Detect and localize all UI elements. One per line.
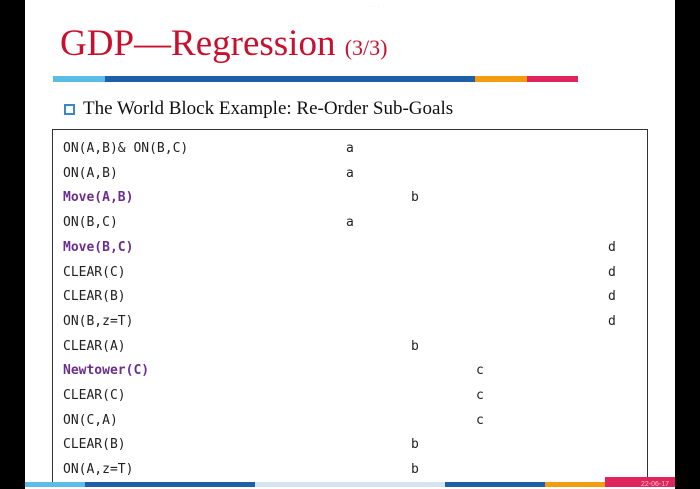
goal-label: ON(C,A) (63, 412, 118, 428)
table-row: CLEAR(B) b (53, 434, 649, 456)
table-row: CLEAR(C) c (53, 385, 649, 407)
goal-label: ON(A,z=T) (63, 462, 134, 478)
action-label: Move(A,B) (63, 190, 134, 206)
footer-bar-blue (85, 482, 255, 487)
title-underline-orange (475, 76, 527, 82)
goal-label: ON(B,C) (63, 215, 118, 231)
footer-bar-orange (545, 482, 605, 487)
table-row: ON(B,C) a (53, 212, 649, 234)
checkbox-bullet-icon (64, 103, 75, 115)
step-marker: d (608, 289, 616, 305)
goal-label: CLEAR(C) (63, 264, 126, 280)
table-row: ON(A,B) a (53, 163, 649, 185)
table-row: Newtower(C) c (53, 360, 649, 382)
step-marker: a (346, 215, 354, 231)
step-marker: b (411, 338, 419, 354)
step-marker: a (346, 141, 354, 156)
title-subtitle: (3/3) (344, 35, 388, 60)
table-row: ON(C,A) c (53, 410, 649, 432)
slide-top-mark: · · · (370, 4, 380, 10)
action-label: Move(B,C) (63, 239, 134, 255)
step-marker: b (411, 437, 419, 453)
step-marker: c (476, 363, 484, 379)
step-marker: c (476, 412, 484, 428)
bullet-text: The World Block Example: Re-Order Sub-Go… (83, 98, 454, 119)
goal-label: ON(B,z=T) (63, 313, 134, 329)
title-underline-lightblue (53, 76, 105, 82)
slide-title: GDP—Regression (3/3) (60, 22, 387, 65)
bullet-point: The World Block Example: Re-Order Sub-Go… (64, 98, 453, 120)
table-row: ON(A,z=T) b (53, 459, 649, 481)
step-marker: d (608, 313, 616, 329)
action-label: Newtower(C) (63, 363, 150, 379)
title-main: GDP—Regression (60, 23, 336, 64)
goal-label: CLEAR(C) (63, 388, 126, 403)
goal-label: CLEAR(A) (63, 338, 126, 354)
step-marker: d (608, 239, 616, 255)
goal-label: CLEAR(B) (63, 437, 126, 453)
title-underline-red (527, 76, 578, 82)
goal-label: ON(A,B)& ON(B,C) (63, 141, 189, 156)
table-row: CLEAR(A) b (53, 336, 649, 358)
footer-bar-blue-2 (445, 482, 545, 487)
step-marker: b (411, 190, 419, 206)
footer-bar-red (605, 477, 675, 487)
table-row: Move(B,C) d (53, 237, 649, 259)
title-underline-blue (105, 76, 475, 82)
goal-label: CLEAR(B) (63, 289, 126, 305)
table-row: ON(A,B)& ON(B,C) a (53, 138, 649, 160)
goal-label: ON(A,B) (63, 165, 118, 181)
table-row: Move(A,B) b (53, 187, 649, 209)
step-marker: a (346, 165, 354, 181)
table-row: ON(B,z=T) d (53, 311, 649, 333)
table-row: CLEAR(C) d (53, 262, 649, 284)
step-marker: c (476, 388, 484, 403)
step-marker: b (411, 462, 419, 478)
step-marker: d (608, 264, 616, 280)
footer-bar-lightblue (25, 482, 85, 487)
page-number: 22-06-17 (640, 481, 669, 488)
footer-bar-pale (255, 482, 445, 487)
table-row: CLEAR(B) d (53, 286, 649, 308)
subgoal-table: ON(A,B)& ON(B,C) a ON(A,B) a Move(A,B) b ON(B,… (52, 129, 648, 484)
slide: · · · GDP—Regression (3/3) The World Blo… (25, 0, 675, 489)
